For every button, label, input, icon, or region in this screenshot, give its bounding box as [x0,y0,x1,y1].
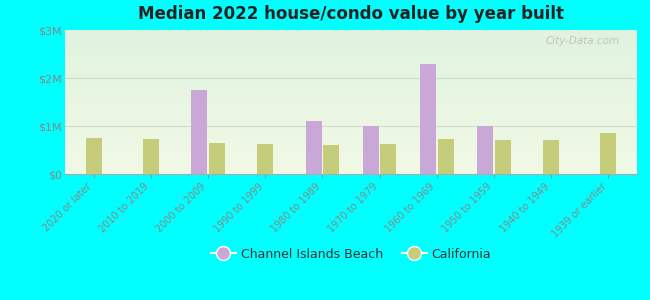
Text: City-Data.com: City-Data.com [546,36,620,46]
Bar [437,140,454,174]
Bar [420,64,436,174]
Title: Median 2022 house/condo value by year built: Median 2022 house/condo value by year bu… [138,5,564,23]
Bar [257,144,273,174]
Bar [495,140,511,174]
Bar [143,140,159,174]
Bar [323,145,339,174]
Bar [363,126,379,174]
Bar [86,138,101,174]
Bar [543,140,559,174]
Bar [601,133,616,174]
Legend: Channel Islands Beach, California: Channel Islands Beach, California [206,243,496,266]
Bar [191,90,207,174]
Bar [477,126,493,174]
Bar [306,121,322,174]
Bar [380,144,396,174]
Bar [209,143,225,174]
